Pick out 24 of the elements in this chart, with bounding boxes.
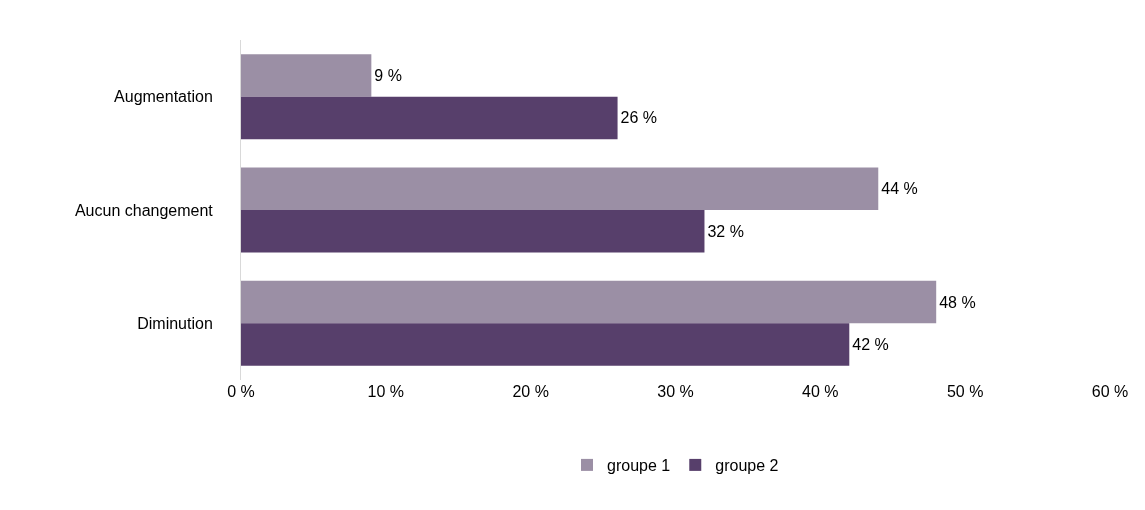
bar (241, 280, 937, 324)
legend-label: groupe 1 (607, 457, 671, 475)
bar (241, 54, 372, 97)
y-tick-label: Diminution (137, 314, 213, 332)
x-tick-label: 0 % (227, 383, 255, 400)
x-tick-label: 30 % (657, 383, 694, 400)
x-tick-label: 60 % (1091, 383, 1129, 400)
data-label: 48 % (939, 293, 976, 311)
data-label: 42 % (852, 336, 889, 354)
y-tick-label: Aucun changement (74, 201, 214, 219)
x-tick-label: 20 % (512, 383, 549, 400)
bar (241, 323, 850, 366)
x-tick-label: 50 % (946, 383, 984, 400)
x-tick-label: 10 % (367, 383, 405, 400)
bar (241, 210, 705, 253)
data-label: 44 % (881, 180, 918, 198)
data-label: 32 % (707, 222, 744, 240)
y-tick-label: Augmentation (114, 88, 213, 106)
x-tick-label: 40 % (802, 383, 839, 400)
data-label: 26 % (620, 109, 658, 127)
bar (241, 167, 879, 210)
bar (241, 96, 618, 140)
data-label: 9 % (374, 66, 402, 84)
legend-label: groupe 2 (715, 457, 779, 475)
